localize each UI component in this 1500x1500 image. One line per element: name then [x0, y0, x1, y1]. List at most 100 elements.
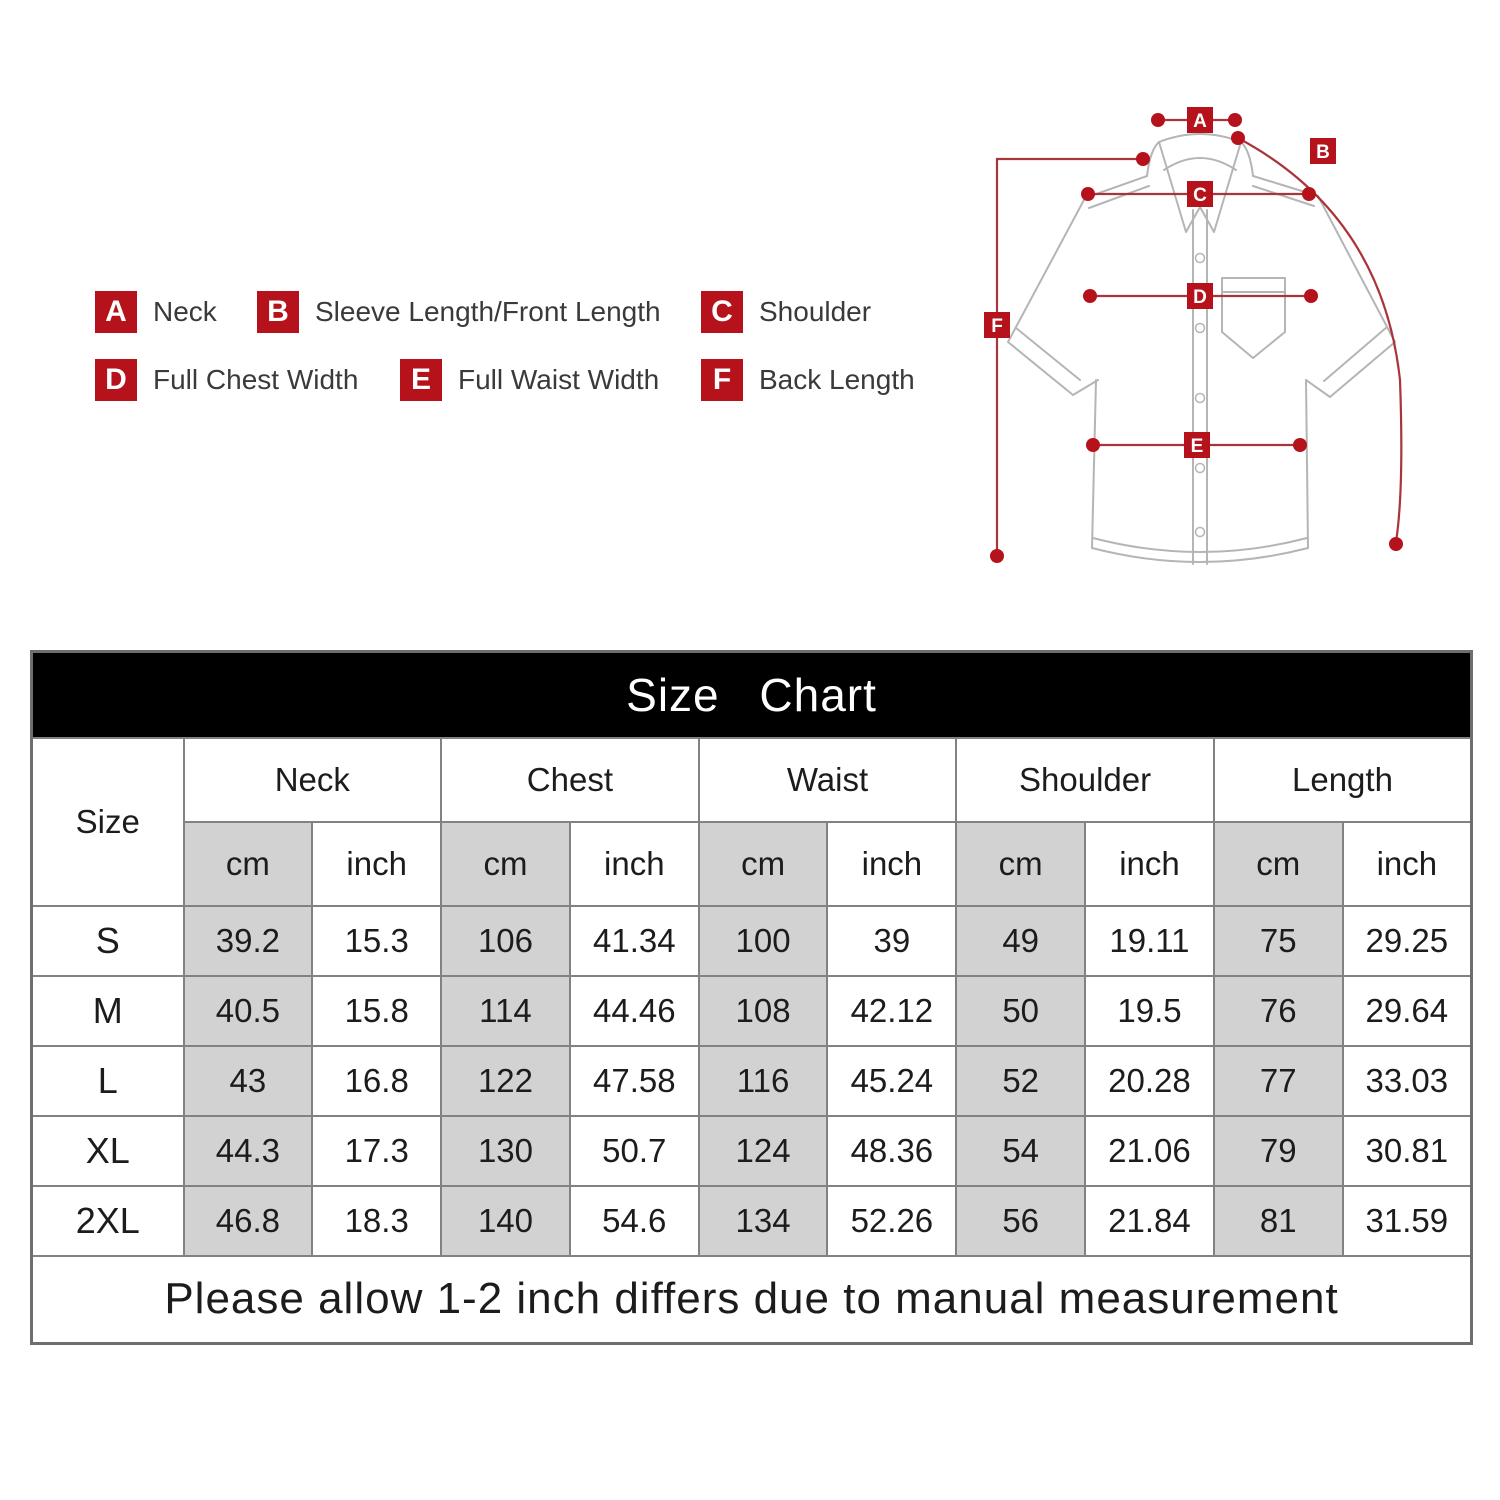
table-cell: 30.81	[1341, 1114, 1473, 1187]
legend-marker-d: D	[95, 359, 137, 401]
table-row-l: L 43 16.8 122 47.58 116 45.24 52 20.28 7…	[30, 1044, 1473, 1117]
table-cell: 122	[440, 1044, 571, 1117]
group-header-neck: Neck	[182, 736, 443, 823]
group-header-chest: Chest	[440, 736, 700, 823]
group-header-waist: Waist	[697, 736, 958, 823]
legend-label-sleeve-length: Sleeve Length/Front Length	[315, 296, 661, 327]
marker-f-letter: F	[991, 316, 1003, 337]
table-cell: 31.59	[1341, 1184, 1473, 1257]
unit-header-inch: inch	[826, 820, 958, 907]
measurement-overlays: A B C D E F	[984, 107, 1403, 563]
unit-header-cm: cm	[955, 820, 1087, 907]
marker-e-square	[1184, 432, 1210, 458]
table-cell: 19.11	[1084, 904, 1215, 977]
legend-label-back-length: Back Length	[759, 364, 915, 395]
table-row-xl: XL 44.3 17.3 130 50.7 124 48.36 54 21.06…	[30, 1114, 1473, 1187]
marker-c-letter: C	[1193, 185, 1207, 206]
table-cell: 106	[440, 904, 571, 977]
marker-d-square	[1187, 283, 1213, 309]
table-cell: 50.7	[568, 1114, 700, 1187]
marker-a-letter: A	[1193, 111, 1207, 132]
table-cell: 114	[440, 974, 571, 1047]
table-cell: 134	[697, 1184, 829, 1257]
size-label: 2XL	[30, 1184, 185, 1257]
table-cell: 124	[697, 1114, 829, 1187]
table-cell: 18.3	[311, 1184, 443, 1257]
table-cell: 48.36	[826, 1114, 958, 1187]
table-cell: 21.06	[1084, 1114, 1215, 1187]
table-cell: 50	[955, 974, 1087, 1047]
marker-b-square	[1310, 138, 1336, 164]
shirt-measurement-diagram: A B C D E F	[984, 107, 1403, 565]
table-cell: 39.2	[182, 904, 314, 977]
legend-item-full-chest-width: D Full Chest Width	[95, 359, 358, 401]
table-cell: 45.24	[826, 1044, 958, 1117]
marker-e-letter: E	[1191, 436, 1204, 457]
legend-item-back-length: F Back Length	[701, 359, 915, 401]
table-cell: 33.03	[1341, 1044, 1473, 1117]
table-cell: 75	[1212, 904, 1344, 977]
table-cell: 44.46	[568, 974, 700, 1047]
marker-f-square	[984, 312, 1010, 338]
legend-item-shoulder: C Shoulder	[701, 291, 871, 333]
unit-header-cm: cm	[440, 820, 571, 907]
marker-a-square	[1187, 107, 1213, 133]
table-cell: 44.3	[182, 1114, 314, 1187]
table-cell: 54	[955, 1114, 1087, 1187]
table-cell: 77	[1212, 1044, 1344, 1117]
table-cell: 108	[697, 974, 829, 1047]
table-cell: 100	[697, 904, 829, 977]
legend-item-full-waist-width: E Full Waist Width	[400, 359, 659, 401]
shirt-button	[1194, 252, 1206, 264]
unit-header-cm: cm	[1212, 820, 1344, 907]
marker-b-letter: B	[1316, 142, 1330, 163]
table-cell: 52.26	[826, 1184, 958, 1257]
size-chart-title: Size Chart	[30, 650, 1473, 739]
table-cell: 39	[826, 904, 958, 977]
unit-header-inch: inch	[568, 820, 700, 907]
legend-marker-c: C	[701, 291, 743, 333]
table-cell: 19.5	[1084, 974, 1215, 1047]
table-cell: 15.3	[311, 904, 443, 977]
legend-label-shoulder: Shoulder	[759, 296, 872, 327]
shirt-button	[1194, 462, 1206, 474]
table-cell: 41.34	[568, 904, 700, 977]
table-cell: 49	[955, 904, 1087, 977]
table-cell: 40.5	[182, 974, 314, 1047]
marker-c-square	[1187, 181, 1213, 207]
size-column-header: Size	[30, 736, 185, 907]
legend-marker-a: A	[95, 291, 137, 333]
table-cell: 20.28	[1084, 1044, 1215, 1117]
legend-label-full-waist-width: Full Waist Width	[458, 364, 660, 395]
table-cell: 21.84	[1084, 1184, 1215, 1257]
size-label: L	[30, 1044, 185, 1117]
unit-header-inch: inch	[1341, 820, 1473, 907]
unit-header-inch: inch	[1084, 820, 1215, 907]
marker-d-letter: D	[1193, 287, 1207, 308]
legend-item-neck: A Neck	[95, 291, 217, 333]
table-row-m: M 40.5 15.8 114 44.46 108 42.12 50 19.5 …	[30, 974, 1473, 1047]
table-row-2xl: 2XL 46.8 18.3 140 54.6 134 52.26 56 21.8…	[30, 1184, 1473, 1257]
size-label: S	[30, 904, 185, 977]
table-cell: 79	[1212, 1114, 1344, 1187]
group-header-length: Length	[1212, 736, 1473, 823]
legend-item-sleeve-length: B Sleeve Length/Front Length	[257, 291, 661, 333]
table-cell: 29.25	[1341, 904, 1473, 977]
size-label: M	[30, 974, 185, 1047]
table-cell: 29.64	[1341, 974, 1473, 1047]
legend-label-full-chest-width: Full Chest Width	[153, 364, 359, 395]
table-cell: 52	[955, 1044, 1087, 1117]
measurement-note: Please allow 1-2 inch differs due to man…	[30, 1254, 1473, 1345]
table-cell: 42.12	[826, 974, 958, 1047]
shirt-button	[1194, 526, 1206, 538]
legend-marker-e: E	[400, 359, 442, 401]
unit-header-cm: cm	[182, 820, 314, 907]
table-cell: 46.8	[182, 1184, 314, 1257]
table-cell: 54.6	[568, 1184, 700, 1257]
table-cell: 81	[1212, 1184, 1344, 1257]
table-cell: 140	[440, 1184, 571, 1257]
size-label: XL	[30, 1114, 185, 1187]
legend-marker-f: F	[701, 359, 743, 401]
size-chart-table: Size Chart Size Neck Chest Waist Shoulde…	[30, 650, 1474, 1345]
